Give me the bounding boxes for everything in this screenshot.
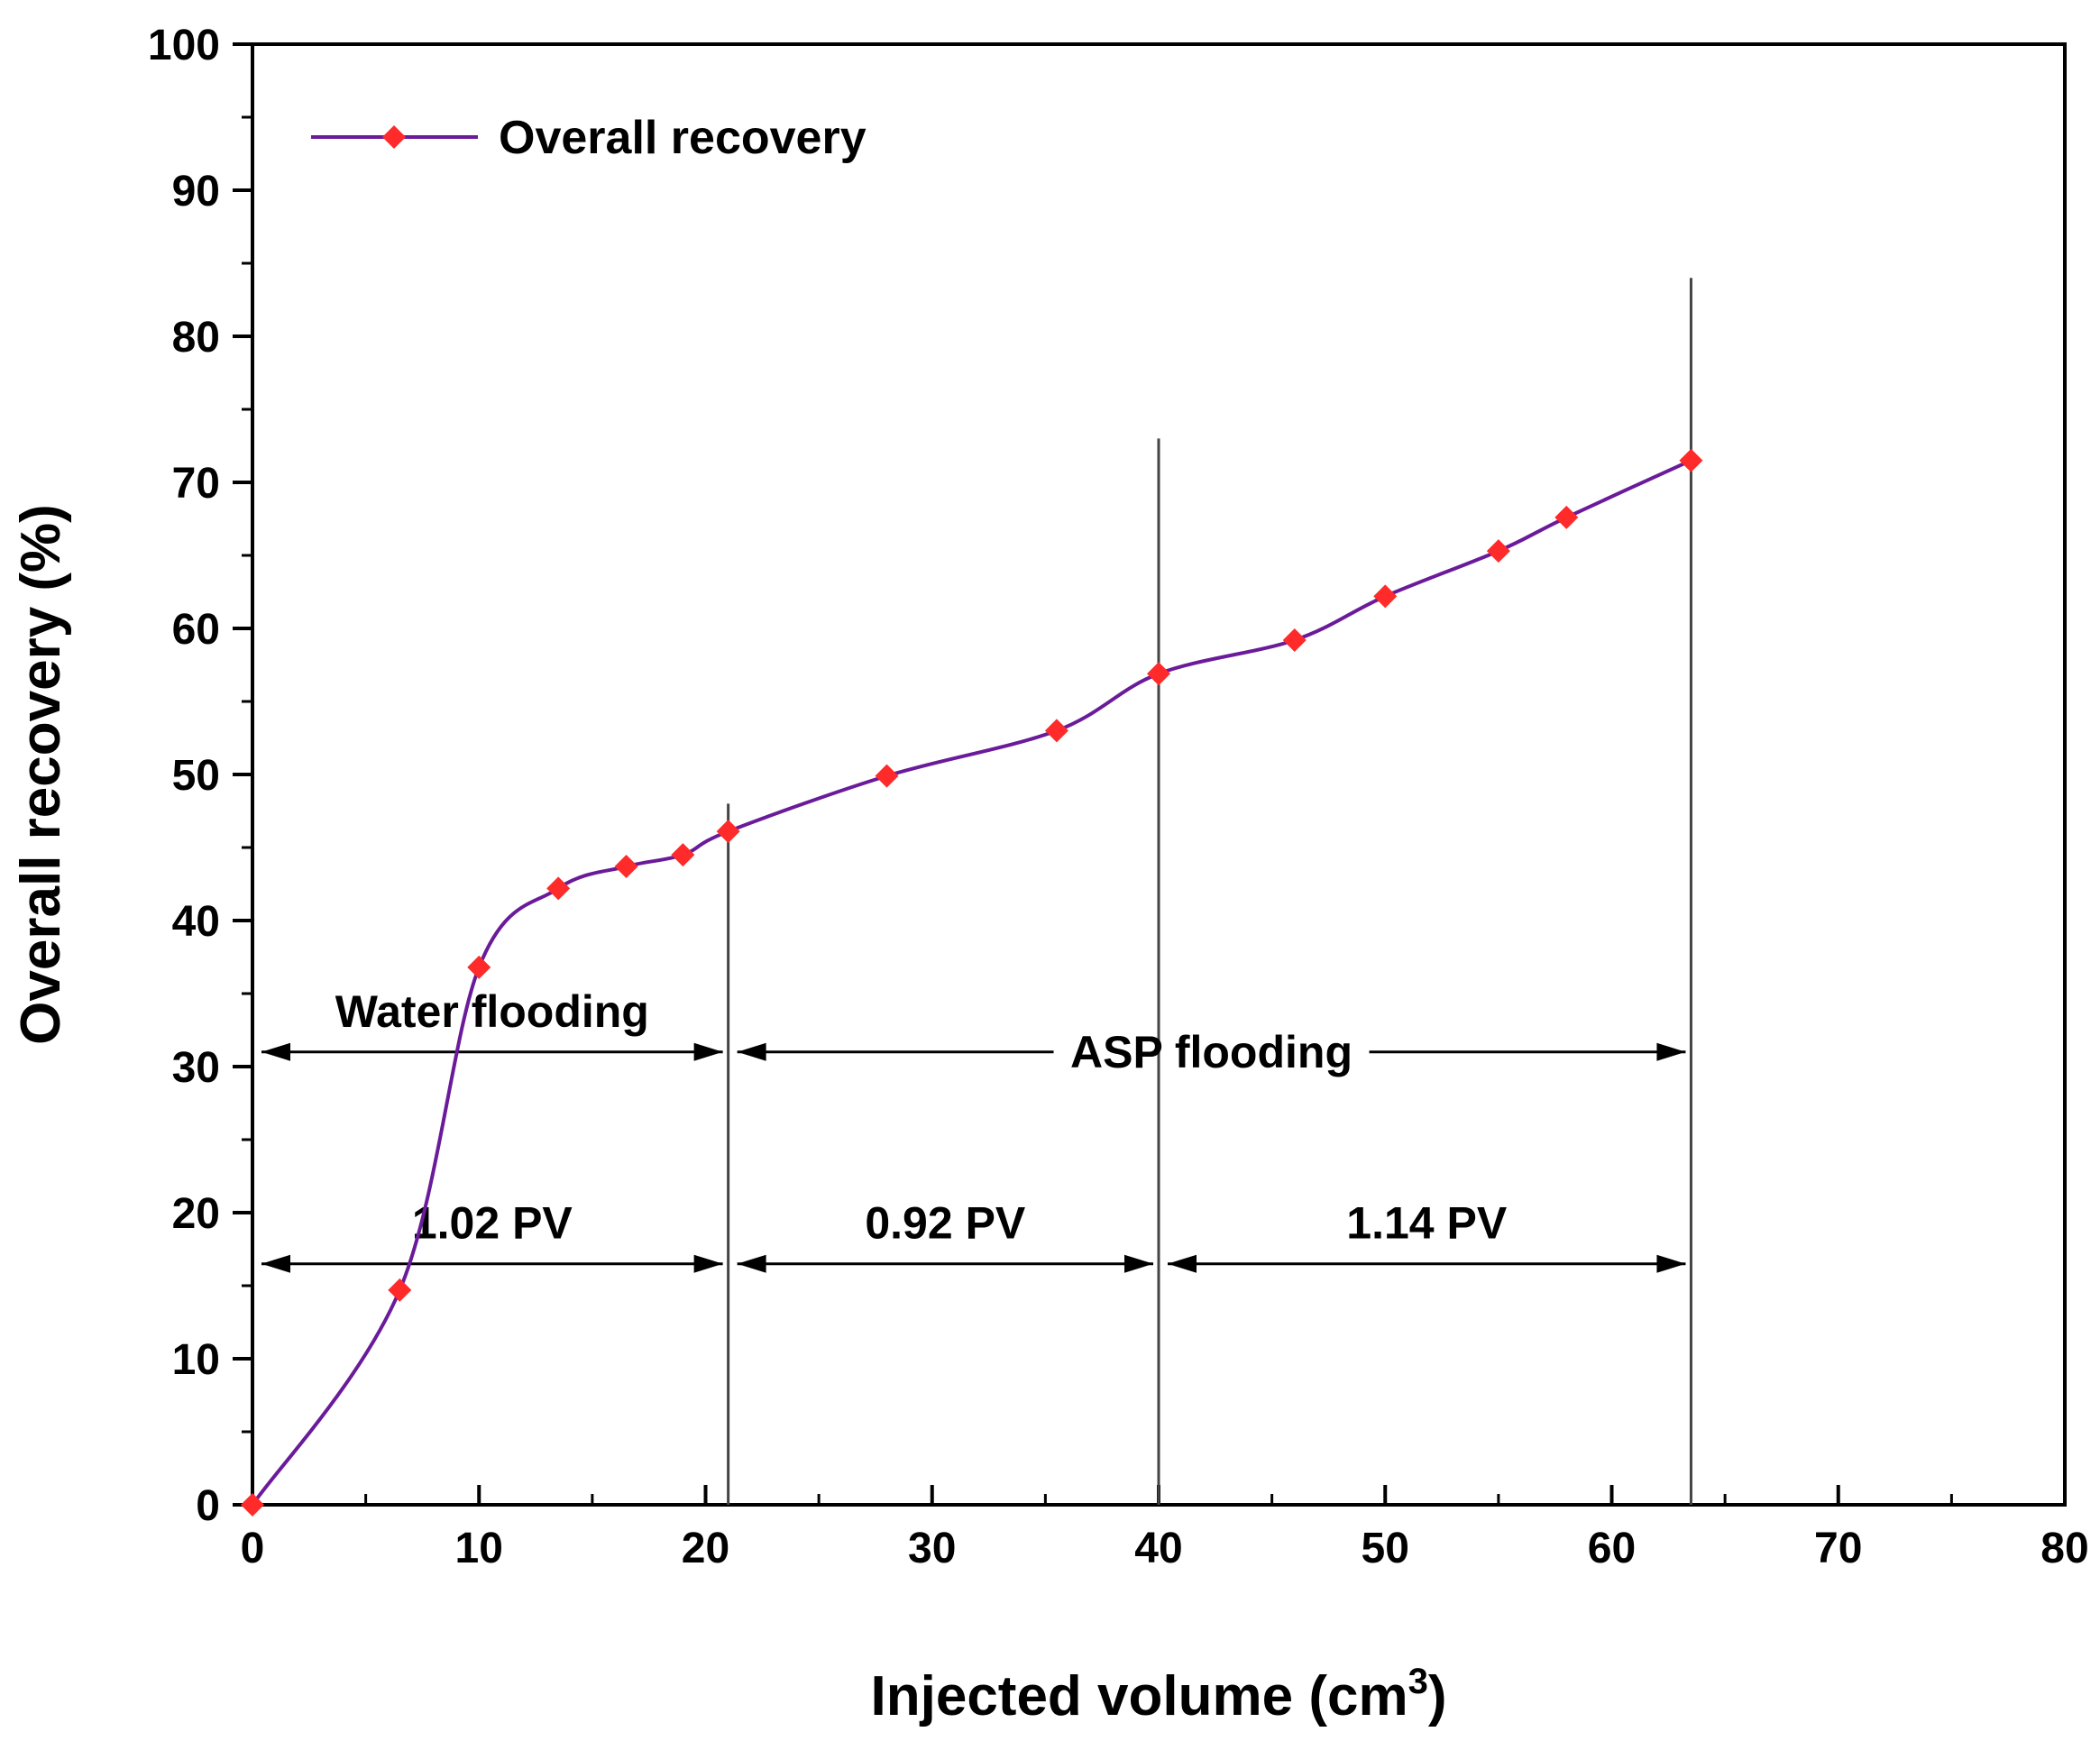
- series-line-overall-recovery: [251, 458, 1692, 1507]
- data-point: [546, 876, 571, 901]
- y-tick-label: 0: [196, 1482, 220, 1530]
- arrow-head: [1124, 1254, 1153, 1273]
- x-tick-label: 80: [2040, 1525, 2088, 1572]
- data-point: [1282, 628, 1307, 652]
- y-tick-label: 70: [172, 460, 220, 508]
- phase-boundaries: [727, 278, 1692, 1505]
- data-point: [1373, 584, 1398, 609]
- x-tick-label: 60: [1588, 1525, 1636, 1572]
- legend: Overall recovery: [311, 112, 867, 164]
- arrow-head: [693, 1254, 723, 1273]
- data-point: [716, 820, 740, 844]
- phase-annotations: Water flooding ASP flooding 1.02 PV 0.92 PV…: [261, 986, 1686, 1273]
- x-tick-label: 20: [682, 1525, 729, 1572]
- x-tick-label: 40: [1134, 1525, 1182, 1572]
- annotation-label: Water flooding: [335, 986, 649, 1037]
- arrow-head: [1656, 1254, 1686, 1273]
- data-point: [388, 1278, 412, 1302]
- y-tick-label: 80: [172, 314, 220, 362]
- arrow-head: [693, 1042, 723, 1061]
- arrow-head: [737, 1254, 766, 1273]
- y-tick-label: 60: [172, 606, 220, 654]
- arrow-head: [1168, 1254, 1197, 1273]
- x-tick-label: 70: [1814, 1525, 1862, 1572]
- data-point: [875, 764, 899, 788]
- arrow-head: [261, 1042, 290, 1061]
- legend-label: Overall recovery: [499, 112, 867, 164]
- data-point: [1147, 662, 1170, 686]
- annotation-label: 1.02 PV: [412, 1198, 573, 1249]
- y-tick-label: 10: [172, 1336, 220, 1384]
- series-markers: [241, 448, 1703, 1517]
- y-tick-label: 40: [172, 898, 220, 946]
- data-point: [467, 955, 491, 979]
- annotation-range: 0.92 PV: [737, 1198, 1153, 1273]
- y-tick-label: 50: [172, 752, 220, 800]
- axis-ticks: 0 10 20 30 40 50 60 70 80 0 10 20 30 40 50 60 70 80 90 100: [148, 22, 2089, 1572]
- y-tick-label: 100: [148, 22, 220, 69]
- data-point: [241, 1493, 264, 1517]
- data-point: [1554, 505, 1579, 529]
- annotation-range: 1.02 PV: [261, 1198, 723, 1273]
- annotation-label: 1.14 PV: [1346, 1198, 1508, 1249]
- y-tick-label: 30: [172, 1044, 220, 1092]
- data-point: [1486, 539, 1510, 564]
- arrow-head: [1656, 1042, 1686, 1061]
- x-tick-label: 10: [455, 1525, 503, 1572]
- x-axis-title: Injected volume (cm3): [871, 1662, 1447, 1727]
- arrow-head: [261, 1254, 290, 1273]
- x-tick-label: 50: [1362, 1525, 1409, 1572]
- data-point: [1044, 719, 1068, 743]
- annotation-label: 0.92 PV: [865, 1198, 1026, 1249]
- data-point: [1679, 448, 1703, 472]
- annotation-label: ASP flooding: [1070, 1027, 1353, 1077]
- arrow-head: [737, 1042, 766, 1061]
- legend-marker: [382, 125, 406, 149]
- data-point: [671, 843, 695, 867]
- annotation-range: 1.14 PV: [1168, 1198, 1686, 1273]
- y-tick-label: 20: [172, 1190, 220, 1238]
- data-point: [614, 855, 638, 879]
- annotation-range: Water flooding: [261, 986, 723, 1061]
- y-tick-label: 90: [172, 168, 220, 215]
- annotation-range: ASP flooding: [737, 1027, 1686, 1077]
- x-tick-label: 0: [241, 1525, 265, 1572]
- y-axis-title: Overall recovery (%): [10, 504, 72, 1045]
- x-tick-label: 30: [908, 1525, 956, 1572]
